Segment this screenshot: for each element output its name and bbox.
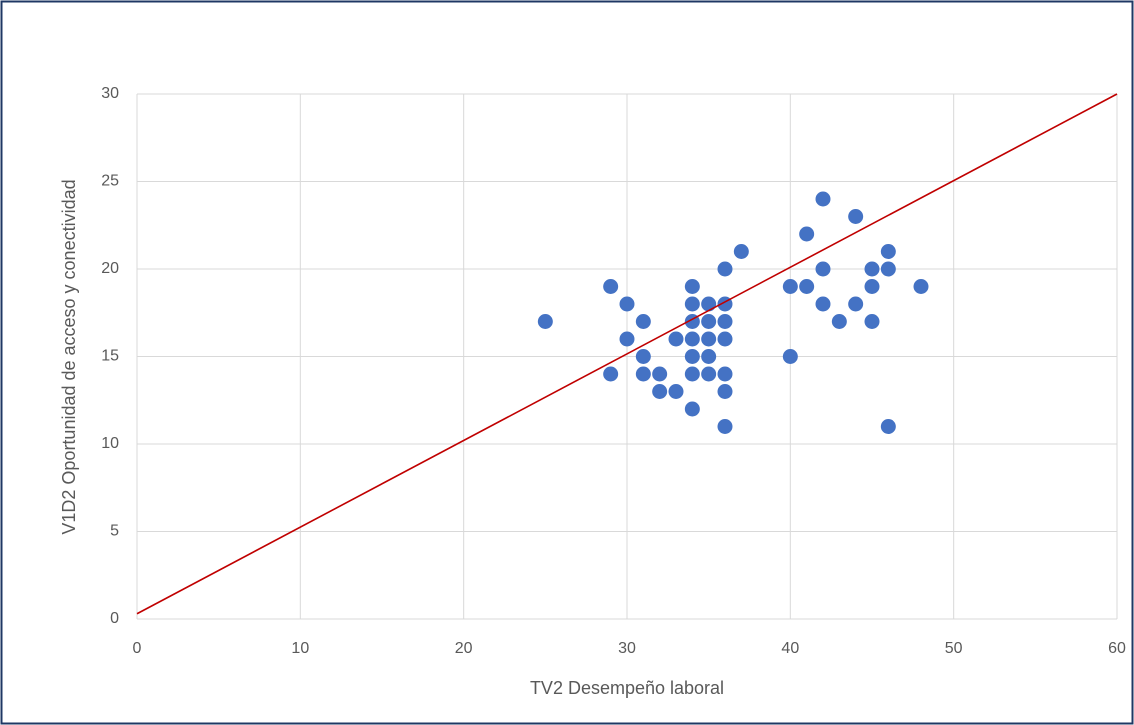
point	[701, 349, 717, 364]
point	[619, 331, 635, 347]
y-tick-label: 20	[101, 260, 119, 277]
x-tick-label: 60	[1108, 640, 1126, 657]
point	[864, 314, 880, 329]
point	[652, 384, 668, 399]
point	[635, 349, 651, 364]
point	[619, 296, 635, 312]
point	[733, 244, 749, 259]
y-tick-label: 10	[101, 435, 119, 452]
point	[880, 261, 896, 277]
point	[880, 244, 896, 259]
point	[815, 261, 831, 277]
point	[668, 331, 684, 347]
y-tick-label: 15	[101, 348, 119, 365]
point	[684, 366, 700, 382]
point	[848, 296, 864, 312]
x-tick-label: 0	[133, 640, 142, 657]
point	[717, 261, 733, 277]
point	[880, 419, 896, 434]
point	[635, 314, 651, 329]
y-axis-title: V1D2 Oportunidad de acceso y conectivida…	[59, 179, 79, 534]
point	[717, 331, 733, 347]
point	[635, 366, 651, 382]
point	[537, 314, 553, 329]
point	[831, 314, 847, 329]
point	[684, 331, 700, 347]
point	[603, 279, 619, 294]
y-tick-label: 5	[110, 523, 119, 540]
point	[913, 279, 929, 294]
point	[717, 419, 733, 434]
point	[701, 366, 717, 382]
y-tick-label: 25	[101, 173, 119, 190]
point	[701, 314, 717, 329]
point	[684, 279, 700, 294]
x-tick-label: 30	[618, 640, 636, 657]
point	[603, 366, 619, 382]
y-tick-label: 30	[101, 85, 119, 102]
point	[815, 296, 831, 312]
point	[684, 296, 700, 312]
point	[684, 349, 700, 364]
point	[782, 279, 798, 294]
point	[668, 384, 684, 399]
trend-line	[136, 93, 1118, 615]
point	[864, 279, 880, 294]
point	[815, 191, 831, 207]
point	[717, 314, 733, 329]
point	[717, 366, 733, 382]
x-tick-label: 20	[455, 640, 473, 657]
x-axis-title: TV2 Desempeño laboral	[530, 678, 724, 698]
x-tick-label: 40	[781, 640, 799, 657]
point	[848, 209, 864, 224]
y-tick-label: 0	[110, 610, 119, 627]
x-tick-label: 50	[945, 640, 963, 657]
point	[799, 279, 815, 294]
point	[701, 296, 717, 312]
point	[684, 401, 700, 417]
point	[864, 261, 880, 277]
point	[782, 349, 798, 364]
x-tick-label: 10	[291, 640, 309, 657]
point	[717, 384, 733, 399]
point	[652, 366, 668, 382]
point	[799, 226, 815, 242]
point	[701, 331, 717, 347]
